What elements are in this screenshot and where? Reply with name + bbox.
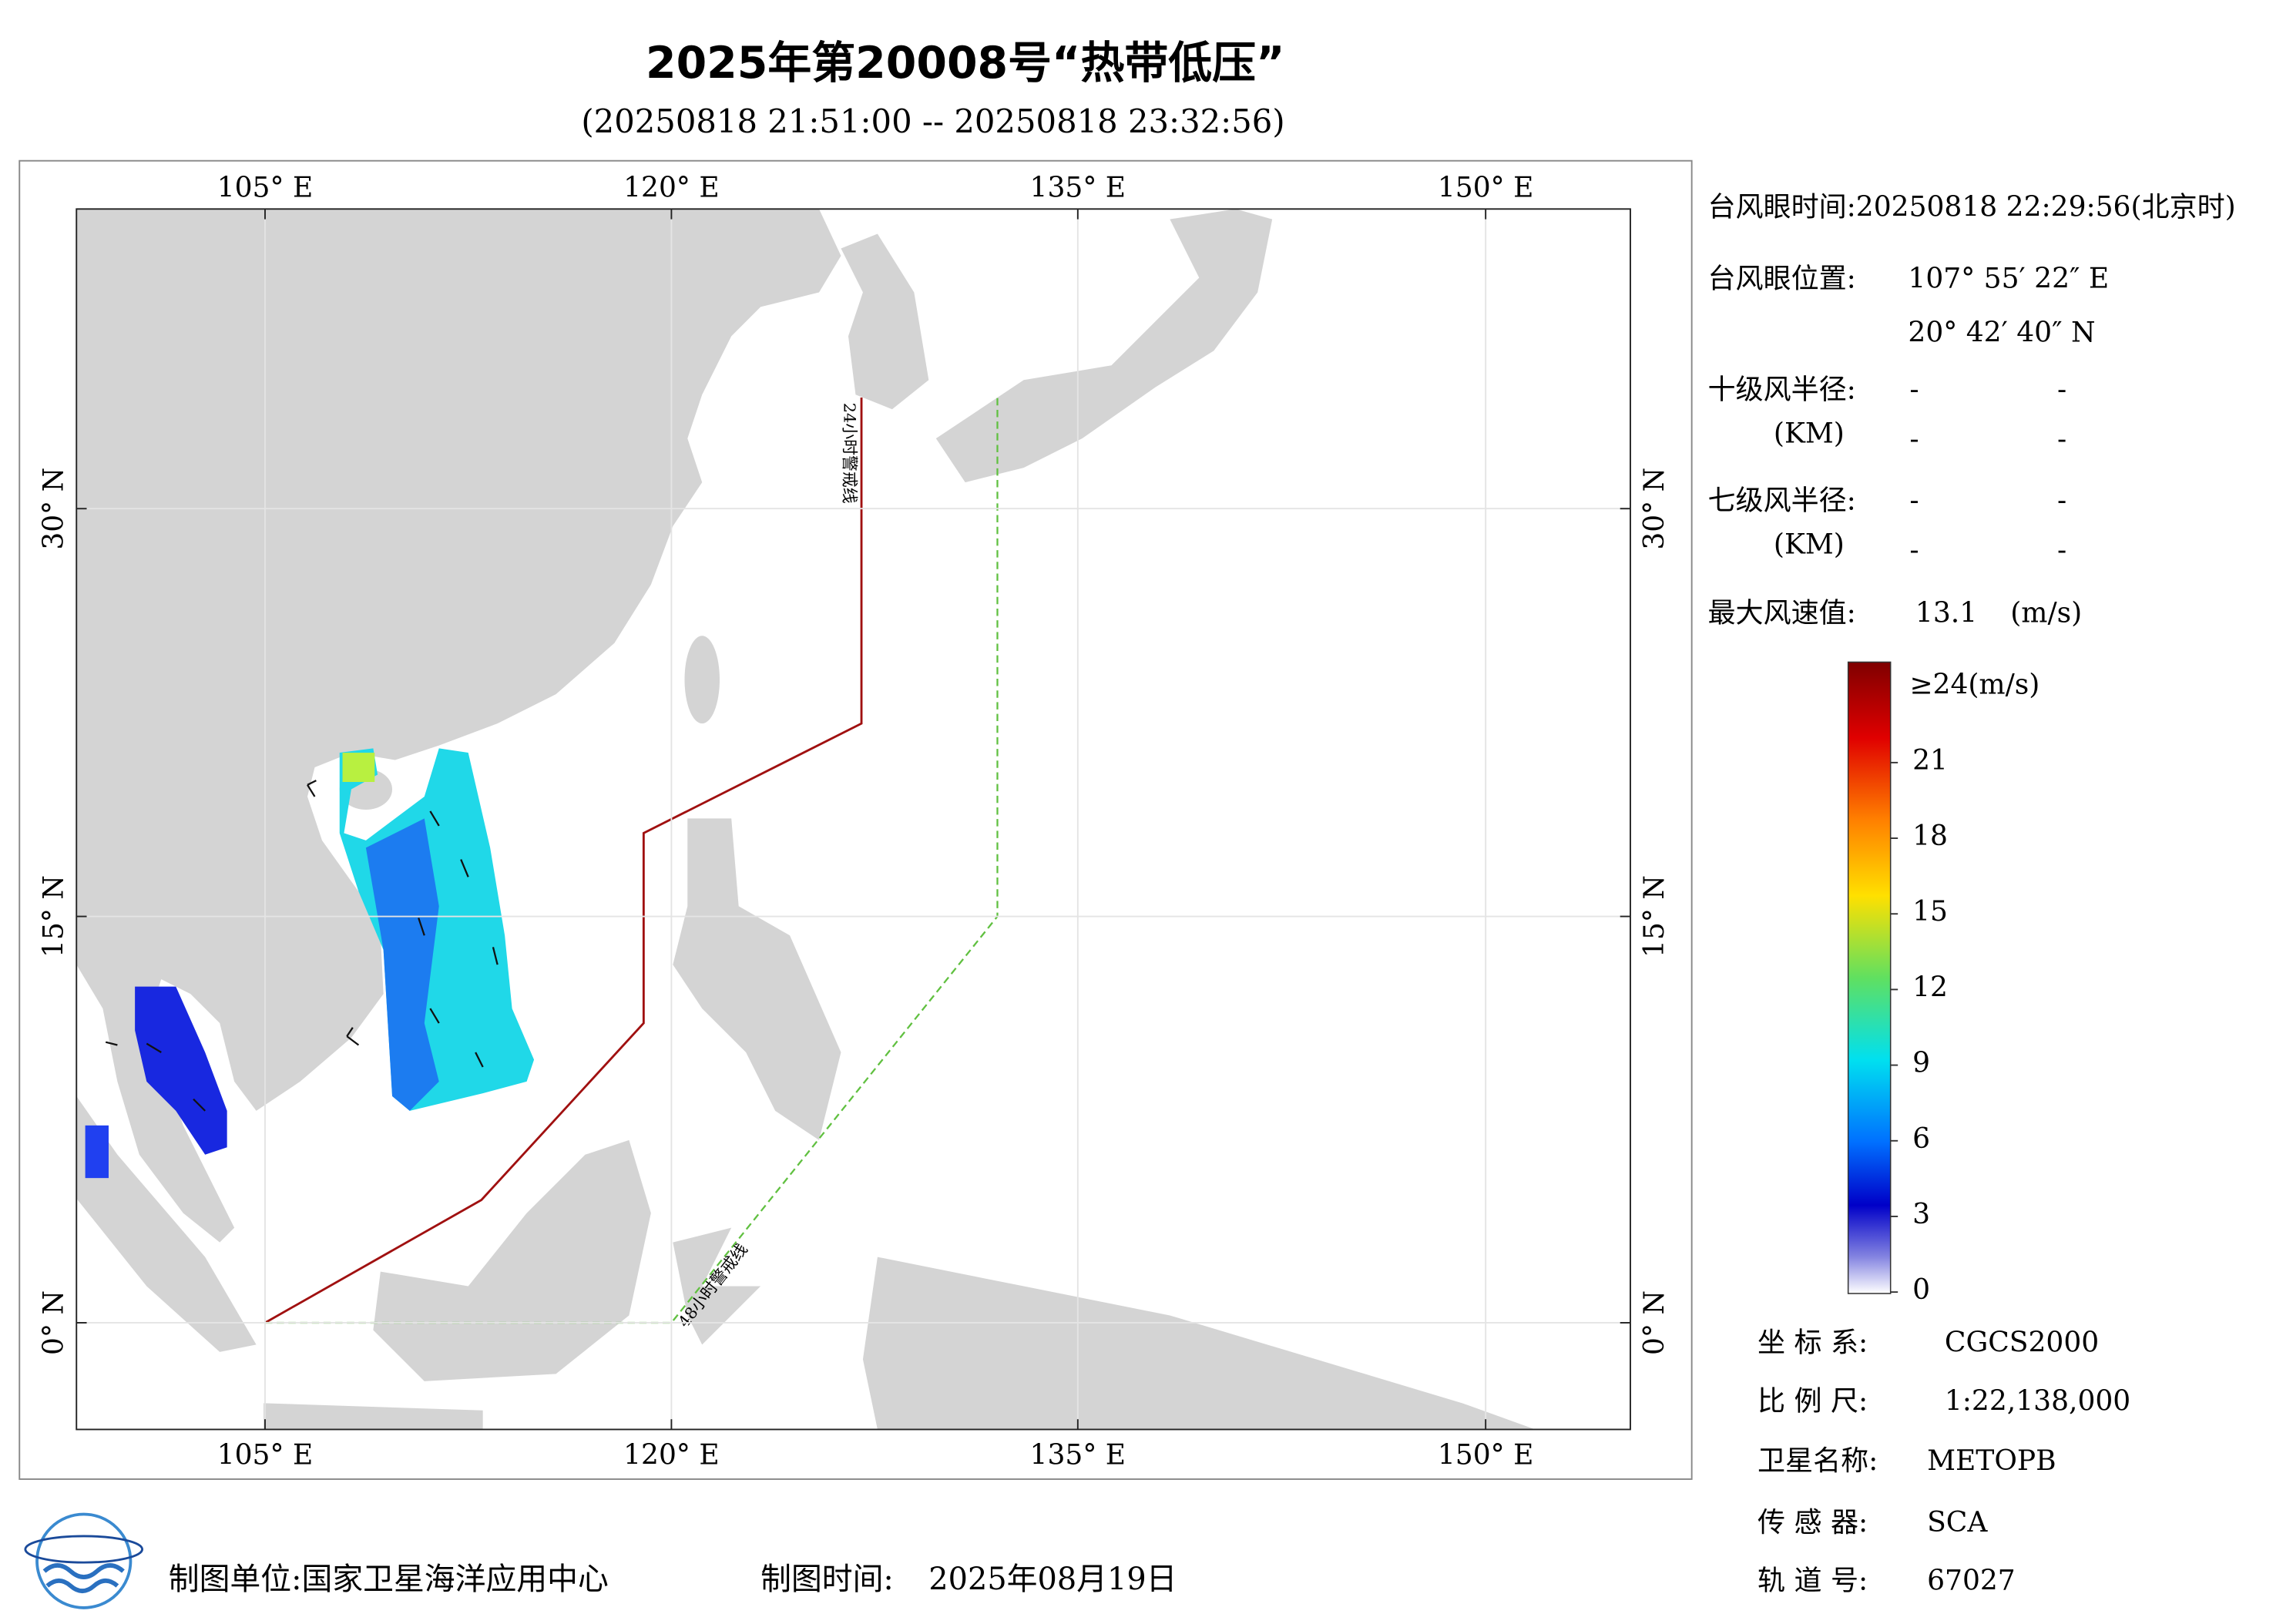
- footer-time: 2025年08月19日: [928, 1562, 1177, 1597]
- warning-line-24h: [264, 398, 863, 1324]
- footer-time-label: 制图时间:: [760, 1562, 894, 1597]
- lon-label-top: 120° E: [623, 173, 720, 204]
- lat-label-left: 30° N: [39, 468, 70, 550]
- radius-value: -: [1909, 535, 1919, 566]
- radius-value: -: [1909, 424, 1919, 455]
- radius-value: -: [1909, 374, 1919, 405]
- colorbar-tick-label: 0: [1912, 1274, 1930, 1306]
- eye-lat: 20° 42′ 40″ N: [1908, 317, 2095, 348]
- coord: CGCS2000: [1945, 1327, 2099, 1358]
- line-24h-label: 24小时警戒线: [840, 403, 858, 504]
- map-outer-frame: [18, 159, 1693, 1480]
- eye-time: 台风眼时间:20250818 22:29:56(北京时): [1708, 191, 2236, 223]
- max-wind-unit: (m/s): [2010, 598, 2082, 629]
- lat-label-right: 30° N: [1639, 468, 1670, 550]
- title: 2025年第20008号“热带低压”: [646, 38, 1285, 89]
- land: [76, 209, 1536, 1430]
- lon-label-bottom: 135° E: [1030, 1440, 1126, 1471]
- r7-unit: (KM): [1774, 529, 1845, 561]
- r10-label: 十级风半径:: [1708, 374, 1856, 405]
- lat-label-right: 15° N: [1639, 875, 1670, 958]
- scale: 1:22,138,000: [1945, 1385, 2130, 1417]
- eye-lon: 107° 55′ 22″ E: [1908, 263, 2109, 294]
- radius-value: -: [2057, 535, 2066, 566]
- colorbar-tick-label: 6: [1912, 1123, 1930, 1155]
- map-area: 24小时警戒线 48小时警戒线: [76, 209, 1536, 1430]
- colorbar-tick-label: 3: [1912, 1199, 1930, 1230]
- lat-label-left: 0° N: [39, 1290, 70, 1355]
- lon-label-top: 150° E: [1438, 173, 1534, 204]
- colorbar-tick-label: 12: [1912, 971, 1948, 1003]
- colorbar-tick-label: 15: [1912, 896, 1948, 928]
- radius-value: -: [2057, 424, 2066, 455]
- lon-label-bottom: 120° E: [623, 1440, 720, 1471]
- map-frame: [76, 208, 1631, 1431]
- radius-value: -: [1909, 485, 1919, 517]
- orbit: 67027: [1927, 1565, 2016, 1597]
- sensor-label: 传 感 器:: [1758, 1507, 1868, 1538]
- orbit-label: 轨 道 号:: [1758, 1565, 1868, 1597]
- graticule: [76, 209, 1630, 1430]
- wind-barbs: [105, 780, 499, 1112]
- subtitle: (20250818 21:51:00 -- 20250818 23:32:56): [581, 102, 1284, 140]
- colorbar-max-label: ≥24(m/s): [1909, 669, 2040, 701]
- footer-unit: 制图单位:国家卫星海洋应用中心: [169, 1562, 609, 1597]
- max-wind-label: 最大风速值:: [1708, 598, 1856, 629]
- satellite-label: 卫星名称:: [1758, 1445, 1878, 1477]
- scale-label: 比 例 尺:: [1758, 1385, 1868, 1417]
- coord-label: 坐 标 系:: [1758, 1327, 1868, 1358]
- colorbar: [1847, 661, 1892, 1294]
- radius-value: -: [2057, 374, 2066, 405]
- sensor: SCA: [1927, 1507, 1988, 1538]
- lon-label-bottom: 105° E: [217, 1440, 314, 1471]
- lon-label-top: 105° E: [217, 173, 314, 204]
- r7-label: 七级风半径:: [1708, 485, 1856, 517]
- lon-label-bottom: 150° E: [1438, 1440, 1534, 1471]
- lat-label-left: 15° N: [39, 875, 70, 958]
- colorbar-tick-label: 21: [1912, 745, 1948, 777]
- colorbar-tick-label: 9: [1912, 1048, 1930, 1079]
- wind-field: [85, 748, 535, 1179]
- satellite: METOPB: [1927, 1445, 2056, 1477]
- radius-value: -: [2057, 485, 2066, 517]
- colorbar-tick-label: 18: [1912, 820, 1948, 852]
- max-wind: 13.1: [1915, 598, 1977, 629]
- eye-position-label: 台风眼位置:: [1708, 263, 1856, 294]
- meta: 坐 标 系: CGCS2000 比 例 尺: 1:22,138,000 卫星名称…: [1758, 1327, 2130, 1596]
- logo: [24, 1512, 144, 1609]
- info-panel: 台风眼时间:20250818 22:29:56(北京时) 台风眼位置: 107°…: [1708, 191, 2236, 629]
- r10-unit: (KM): [1774, 418, 1845, 449]
- lat-label-right: 0° N: [1639, 1290, 1670, 1355]
- lon-label-top: 135° E: [1030, 173, 1126, 204]
